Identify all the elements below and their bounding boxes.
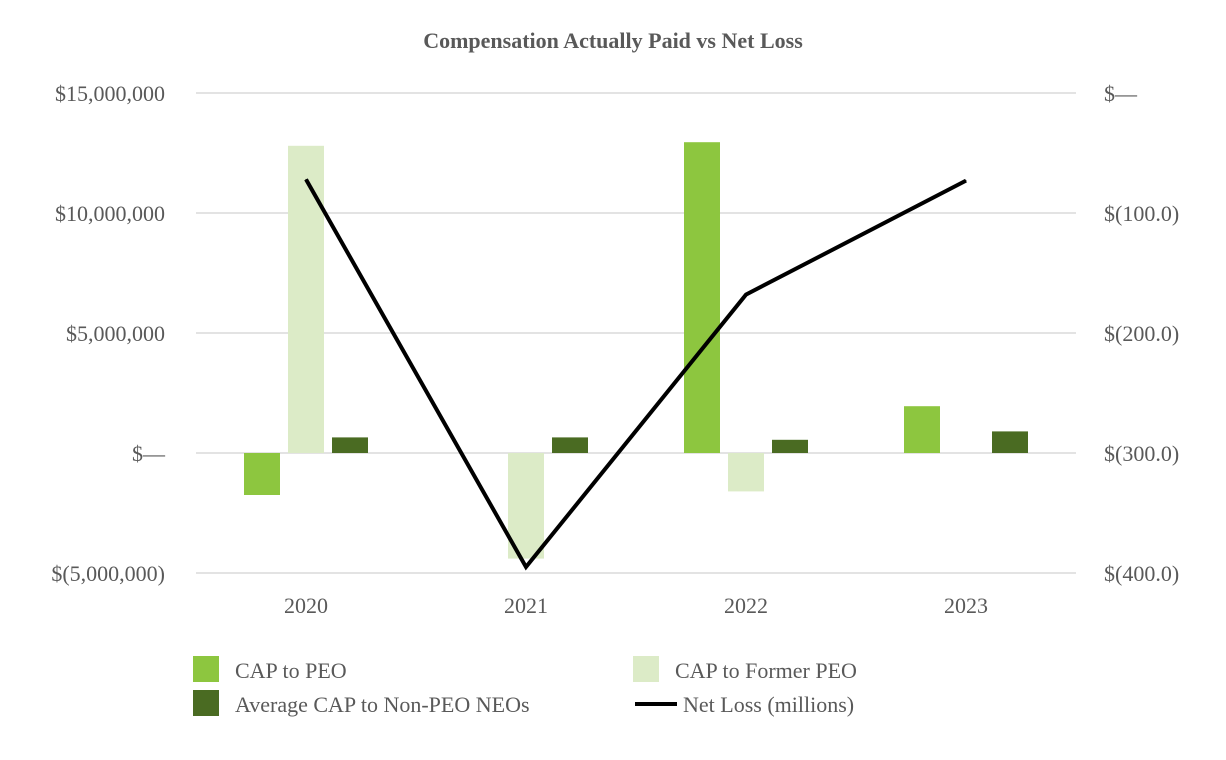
x-tick-label: 2022 xyxy=(724,593,768,618)
right-tick-label: $(200.0) xyxy=(1104,321,1179,346)
legend-swatch xyxy=(633,656,659,682)
bar xyxy=(288,145,324,454)
right-tick-label: $(400.0) xyxy=(1104,561,1179,586)
legend-label: Net Loss (millions) xyxy=(683,692,854,717)
x-axis: 2020 2021 2022 2023 xyxy=(284,593,988,618)
bar xyxy=(508,453,544,559)
x-tick-label: 2021 xyxy=(504,593,548,618)
bar xyxy=(772,439,808,453)
left-tick-label: $10,000,000 xyxy=(55,201,165,226)
legend-swatch xyxy=(193,690,219,716)
net-loss-line-group xyxy=(304,178,967,571)
bar xyxy=(244,453,280,495)
bar xyxy=(684,142,720,453)
legend: CAP to PEO CAP to Former PEO Average CAP t… xyxy=(193,656,857,717)
right-axis: $(400.0) $(300.0) $(200.0) $(100.0) $— xyxy=(1104,81,1179,586)
left-tick-label: $5,000,000 xyxy=(66,321,165,346)
line-point xyxy=(745,294,747,296)
right-tick-label: $— xyxy=(1104,81,1138,106)
bar xyxy=(904,406,940,453)
bar xyxy=(332,437,368,453)
legend-label: Average CAP to Non-PEO NEOs xyxy=(235,692,530,717)
bar xyxy=(992,431,1028,453)
left-tick-label: $15,000,000 xyxy=(55,81,165,106)
right-tick-label: $(100.0) xyxy=(1104,201,1179,226)
net-loss-line xyxy=(304,178,967,571)
x-tick-label: 2023 xyxy=(944,593,988,618)
right-tick-label: $(300.0) xyxy=(1104,441,1179,466)
legend-swatch xyxy=(193,656,219,682)
bar xyxy=(728,453,764,492)
legend-label: CAP to PEO xyxy=(235,658,347,683)
line-point xyxy=(965,180,967,182)
legend-label: CAP to Former PEO xyxy=(675,658,857,683)
chart-title: Compensation Actually Paid vs Net Loss xyxy=(423,28,803,53)
left-tick-label: $— xyxy=(132,441,166,466)
line-point xyxy=(305,178,307,180)
left-tick-label: $(5,000,000) xyxy=(51,561,165,586)
line-point xyxy=(525,566,527,568)
bar xyxy=(552,437,588,453)
x-tick-label: 2020 xyxy=(284,593,328,618)
gridlines xyxy=(196,92,1076,574)
bars xyxy=(244,142,1028,559)
left-axis: $(5,000,000) $— $5,000,000 $10,000,000 $15,0… xyxy=(51,81,166,586)
